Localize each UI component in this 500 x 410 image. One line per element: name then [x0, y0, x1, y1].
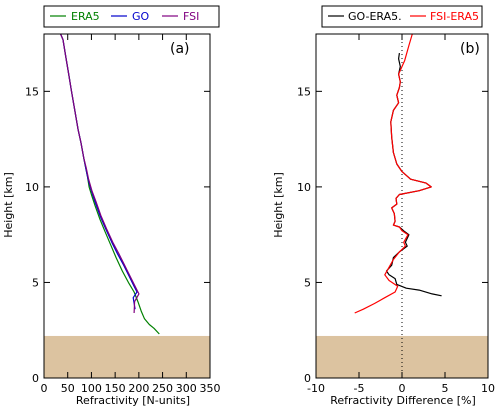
y-tick-label: 0	[304, 372, 311, 385]
panel-b-legend-box	[321, 5, 483, 28]
panel-b-series	[354, 33, 442, 314]
x-tick-label: 350	[200, 382, 221, 395]
series-line-fsi-era5	[354, 33, 432, 314]
panel-a-series	[60, 33, 160, 335]
panel-b: -10 -5 0 5 10 0 5 10 15 (b) Refractivity Differe…	[272, 5, 495, 407]
panel-a-frame	[43, 33, 211, 379]
panel-b-ylabel: Height [km]	[272, 172, 285, 238]
x-tick-label: 150	[105, 382, 126, 395]
panel-a: 0 50 100 150 200 250 300 350 0 5 10 15 (a) Refracti…	[2, 5, 221, 407]
panel-a-legend: ERA5 GO FSI	[43, 5, 220, 28]
panel-a-ylabel: Height [km]	[2, 172, 15, 238]
panel-a-label: (a)	[170, 41, 190, 57]
panel-b-label: (b)	[460, 41, 480, 57]
x-tick-label: -10	[307, 382, 325, 395]
panel-a-shaded-region	[44, 335, 210, 378]
legend-go-label: GO	[132, 10, 150, 23]
x-tick-label: 0	[41, 382, 48, 395]
y-tick-label: 15	[25, 85, 39, 98]
x-tick-label: 300	[176, 382, 197, 395]
y-tick-label: 0	[32, 372, 39, 385]
series-line-fsi	[60, 33, 140, 314]
x-tick-label: 5	[442, 382, 449, 395]
panel-a-ticks: 0 50 100 150 200 250 300 350 0 5 10 15	[25, 34, 221, 395]
x-tick-label: 100	[81, 382, 102, 395]
legend-fsi-label: FSI	[183, 10, 199, 23]
y-tick-label: 10	[25, 181, 39, 194]
x-tick-label: 10	[481, 382, 495, 395]
y-tick-label: 5	[32, 276, 39, 289]
series-line-go-era5	[385, 53, 442, 297]
panel-b-legend: GO-ERA5. FSI-ERA5	[321, 5, 483, 28]
y-tick-label: 15	[297, 85, 311, 98]
y-tick-label: 10	[297, 181, 311, 194]
y-tick-label: 5	[304, 276, 311, 289]
legend-fsi-era5-label: FSI-ERA5	[430, 10, 479, 23]
x-tick-label: 50	[61, 382, 75, 395]
x-tick-label: 250	[152, 382, 173, 395]
panel-b-xlabel: Refractivity Difference [%]	[330, 394, 476, 407]
legend-era5-label: ERA5	[71, 10, 100, 23]
panel-a-legend-box	[43, 5, 220, 28]
x-tick-label: -5	[354, 382, 365, 395]
series-line-era5	[60, 33, 160, 335]
legend-go-era5-label: GO-ERA5.	[348, 10, 402, 23]
panel-b-ticks: -10 -5 0 5 10 0 5 10 15	[297, 34, 495, 395]
x-tick-label: 200	[128, 382, 149, 395]
panel-a-xlabel: Refractivity [N-units]	[76, 394, 190, 407]
x-tick-label: 0	[399, 382, 406, 395]
